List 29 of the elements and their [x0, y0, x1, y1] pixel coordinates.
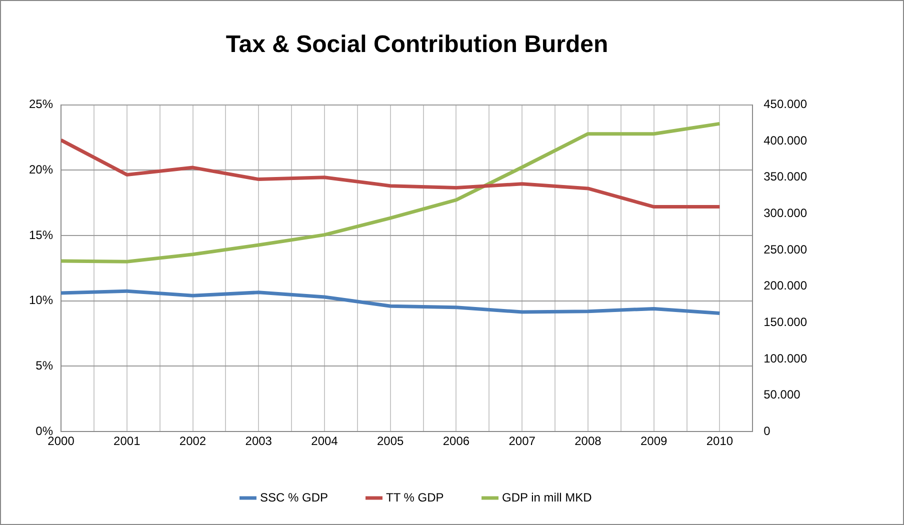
x-tick-label: 2005 — [377, 434, 404, 448]
y-tick-label: 15% — [28, 228, 54, 242]
x-tick-label: 2010 — [706, 434, 734, 448]
x-tick-label: 2006 — [442, 434, 470, 448]
x-tick-label: 2009 — [640, 434, 668, 448]
y2-tick-label: 0 — [764, 424, 771, 438]
y-tick-label: 10% — [28, 293, 54, 308]
legend-label: TT % GDP — [386, 490, 444, 504]
y2-tick-label: 50.000 — [764, 388, 801, 402]
x-tick-label: 2008 — [574, 434, 602, 448]
legend-label: SSC % GDP — [260, 490, 328, 504]
y2-tick-label: 250.000 — [764, 242, 808, 256]
y-tick-label: 25% — [28, 97, 54, 112]
y2-tick-label: 450.000 — [764, 97, 808, 112]
y-tick-label: 20% — [28, 162, 54, 176]
x-tick-label: 2004 — [311, 434, 338, 448]
y2-tick-label: 350.000 — [764, 170, 808, 184]
x-tick-label: 2001 — [114, 434, 141, 448]
x-tick-label: 2003 — [245, 434, 272, 448]
y2-tick-label: 150.000 — [764, 314, 808, 329]
legend-label: GDP in mill MKD — [502, 490, 592, 504]
y-tick-label: 5% — [36, 358, 54, 373]
y2-tick-label: 400.000 — [764, 133, 808, 148]
chart-title: Tax & Social Contribution Burden — [226, 31, 608, 58]
y2-tick-label: 100.000 — [764, 351, 808, 366]
y2-tick-label: 300.000 — [764, 206, 808, 220]
x-tick-label: 2007 — [508, 434, 536, 448]
y2-tick-label: 200.000 — [764, 278, 808, 293]
x-tick-label: 2002 — [179, 434, 206, 448]
